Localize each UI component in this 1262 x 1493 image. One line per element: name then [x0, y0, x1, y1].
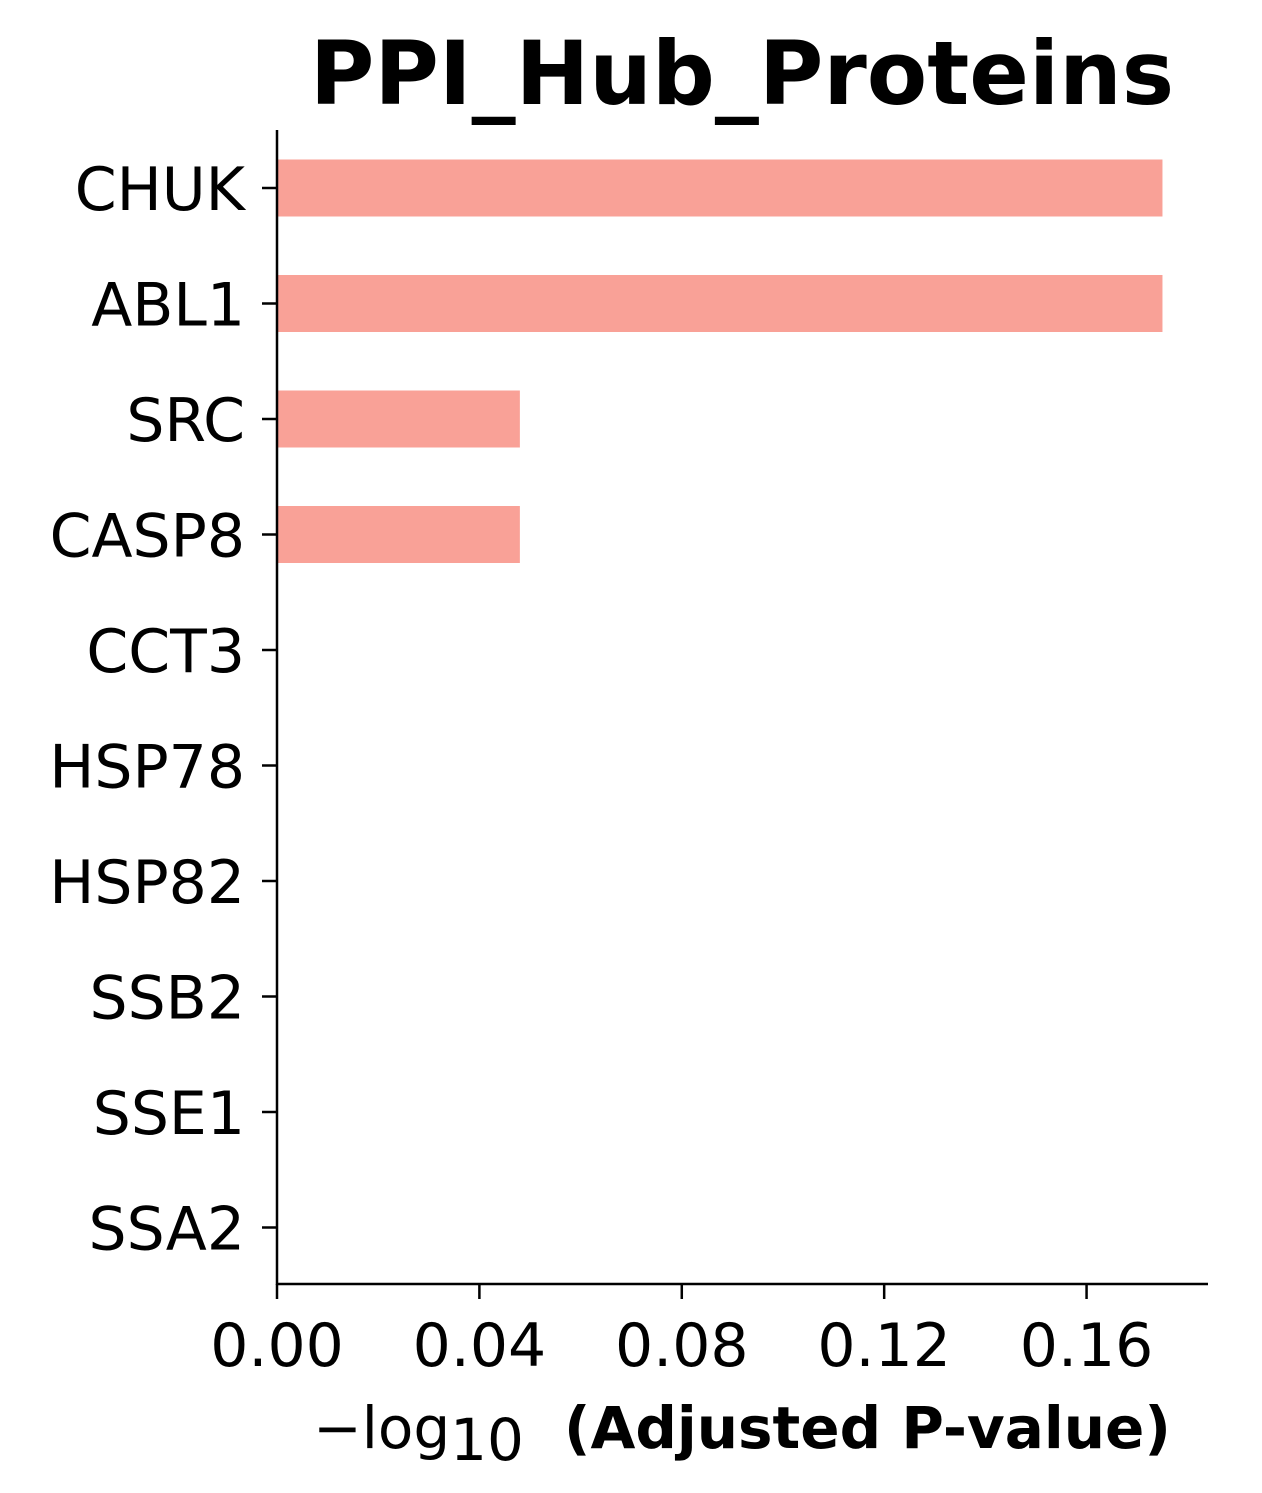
x-tick-label: 0.12 — [817, 1311, 951, 1381]
x-tick-label: 0.00 — [210, 1311, 344, 1381]
y-tick-label: SRC — [126, 386, 245, 456]
bars-group — [277, 159, 1163, 563]
bar-abl1 — [277, 275, 1163, 332]
bar-src — [277, 390, 520, 448]
y-tick-label: ABL1 — [91, 271, 245, 341]
y-tick-label: HSP78 — [49, 733, 245, 803]
x-axis: 0.00 0.04 0.08 0.12 0.16 — [210, 1282, 1208, 1381]
y-tick-label: HSP82 — [49, 848, 245, 918]
bar-chuk — [277, 159, 1163, 217]
x-tick-label: 0.16 — [1020, 1311, 1154, 1381]
x-axis-label-prefix: −log — [313, 1394, 450, 1462]
chart-title: PPI_Hub_Proteins — [310, 22, 1174, 125]
x-tick-label: 0.04 — [413, 1311, 547, 1381]
y-tick-label: SSA2 — [88, 1195, 245, 1265]
y-tick-label: SSB2 — [89, 964, 245, 1034]
bar-casp8 — [277, 506, 520, 563]
y-tick-label: CCT3 — [86, 617, 245, 687]
x-tick-label: 0.08 — [615, 1311, 749, 1381]
y-tick-label: CHUK — [75, 155, 247, 225]
y-tick-label: CASP8 — [50, 502, 245, 572]
x-axis-label: −log10 (Adjusted P-value) — [313, 1394, 1171, 1474]
y-axis: CHUK ABL1 SRC CASP8 CCT3 HSP78 HSP82 SSB2 SSE1 SS… — [49, 130, 279, 1285]
x-axis-label-main: (Adjusted P-value) — [564, 1394, 1171, 1462]
y-tick-label: SSE1 — [93, 1079, 245, 1149]
x-axis-label-subscript: 10 — [450, 1406, 524, 1474]
